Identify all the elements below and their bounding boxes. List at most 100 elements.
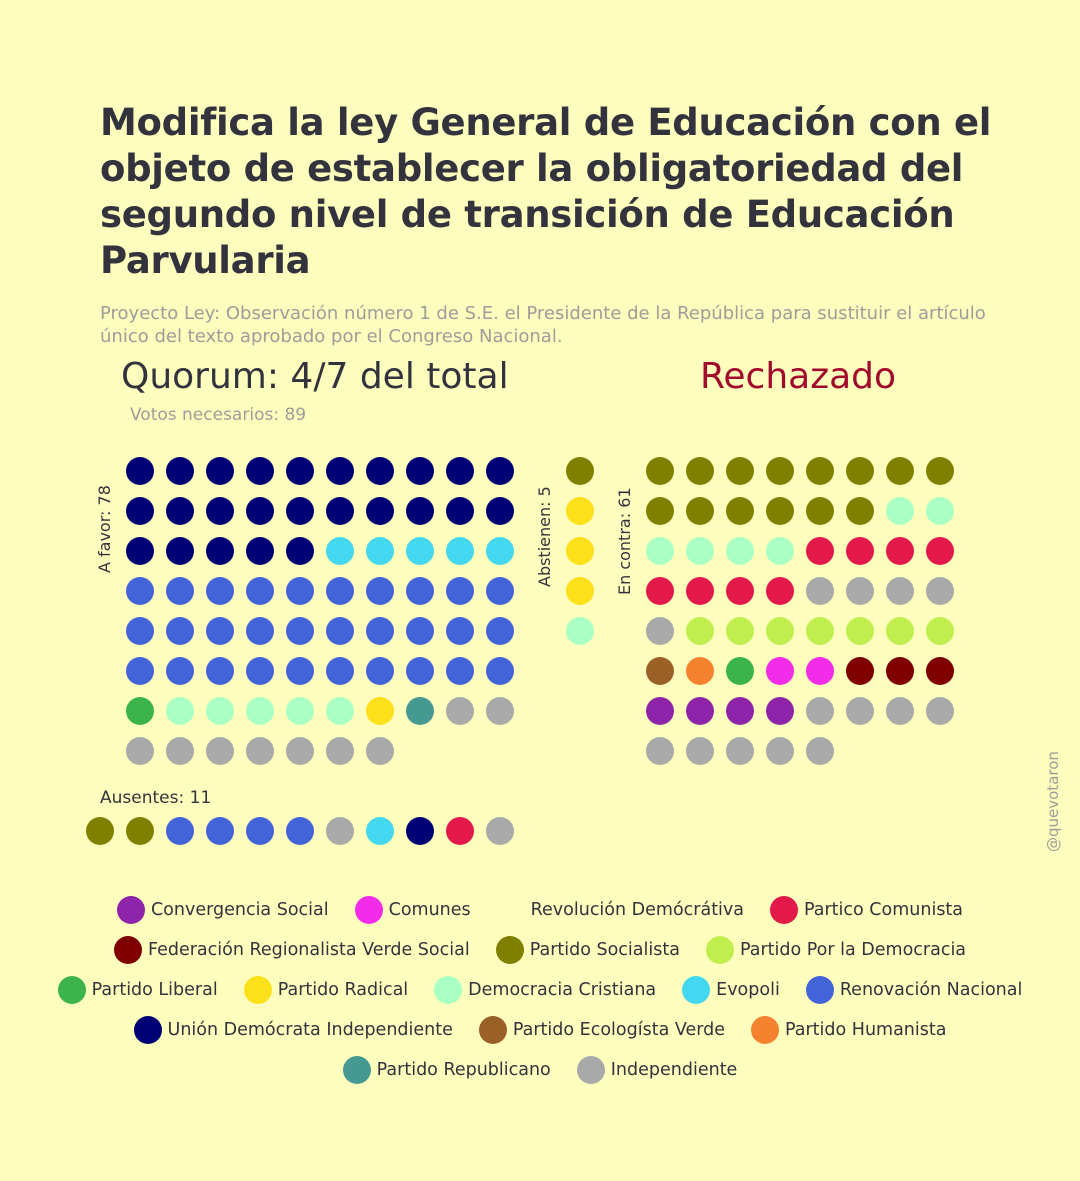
vote-dot-favor: [246, 537, 274, 565]
vote-dot-favor: [246, 497, 274, 525]
legend-label: Partido Por la Democracia: [739, 940, 967, 960]
legend-item: Democracia Cristiana: [434, 976, 656, 1004]
legend-label: Partido Liberal: [91, 980, 218, 1000]
vote-dot-contra: [846, 457, 874, 485]
vote-dot-contra: [646, 457, 674, 485]
vote-dot-favor: [286, 697, 314, 725]
vote-dot-ausentes: [406, 817, 434, 845]
legend-label: Partico Comunista: [804, 900, 964, 920]
vote-dot-contra: [766, 697, 794, 725]
vote-dot-favor: [166, 697, 194, 725]
vote-dot-favor: [206, 697, 234, 725]
legend-swatch: [342, 1056, 371, 1084]
vote-dot-favor: [166, 457, 194, 485]
vote-dot-favor: [366, 737, 394, 765]
vote-dot-favor: [446, 697, 474, 725]
legend-label: Partido Radical: [277, 980, 409, 1000]
legend-swatch: [116, 896, 145, 924]
legend-label: Convergencia Social: [150, 900, 329, 920]
vote-dot-favor: [326, 537, 354, 565]
vote-dot-favor: [326, 657, 354, 685]
favor-group-label: A favor: 78: [95, 485, 114, 573]
vote-dot-contra: [806, 617, 834, 645]
vote-dot-favor: [286, 497, 314, 525]
legend-item: Partido Humanista: [751, 1016, 946, 1044]
vote-dot-abstienen: [566, 577, 594, 605]
vote-dot-favor: [366, 697, 394, 725]
vote-dot-favor: [166, 497, 194, 525]
legend-swatch: [133, 1016, 162, 1044]
vote-dot-contra: [806, 737, 834, 765]
vote-dot-contra: [806, 497, 834, 525]
vote-dot-favor: [286, 537, 314, 565]
vote-dot-contra: [886, 577, 914, 605]
credit-handle: @quevotaron: [1044, 751, 1062, 852]
vote-dot-favor: [246, 457, 274, 485]
vote-dot-favor: [366, 457, 394, 485]
legend-item: Unión Demócrata Independiente: [133, 1016, 453, 1044]
votes-needed-label: Votos necesarios: 89: [130, 405, 307, 425]
vote-dot-favor: [246, 577, 274, 605]
vote-dot-contra: [646, 737, 674, 765]
vote-dot-favor: [206, 737, 234, 765]
vote-dot-favor: [126, 537, 154, 565]
vote-dot-ausentes: [246, 817, 274, 845]
legend-item: Convergencia Social: [116, 896, 329, 924]
vote-dot-favor: [206, 657, 234, 685]
vote-dot-contra: [926, 657, 954, 685]
legend-label: Independiente: [610, 1060, 738, 1080]
vote-dot-favor: [406, 577, 434, 605]
vote-dot-favor: [126, 577, 154, 605]
vote-dot-favor: [446, 577, 474, 605]
vote-dot-favor: [406, 657, 434, 685]
vote-dot-contra: [646, 657, 674, 685]
vote-dot-contra: [846, 617, 874, 645]
vote-dot-contra: [686, 497, 714, 525]
legend-item: Partido Radical: [243, 976, 409, 1004]
vote-dot-favor: [166, 537, 194, 565]
legend-swatch: [705, 936, 734, 964]
vote-dot-contra: [766, 577, 794, 605]
vote-dot-favor: [166, 577, 194, 605]
vote-dot-contra: [686, 657, 714, 685]
vote-dot-favor: [326, 617, 354, 645]
vote-dot-abstienen: [566, 537, 594, 565]
legend-item: Renovación Nacional: [805, 976, 1022, 1004]
vote-dot-contra: [846, 697, 874, 725]
legend-label: Partido Republicano: [376, 1060, 551, 1080]
vote-dot-favor: [446, 617, 474, 645]
legend-swatch: [113, 936, 142, 964]
vote-dot-contra: [806, 577, 834, 605]
legend-swatch: [497, 896, 525, 924]
vote-dot-favor: [366, 577, 394, 605]
legend-swatch: [434, 976, 463, 1004]
vote-dot-contra: [726, 697, 754, 725]
vote-dot-contra: [846, 657, 874, 685]
vote-dot-favor: [446, 537, 474, 565]
vote-dot-favor: [126, 657, 154, 685]
vote-dot-ausentes: [366, 817, 394, 845]
vote-dot-favor: [406, 457, 434, 485]
vote-dot-ausentes: [166, 817, 194, 845]
vote-dot-contra: [886, 617, 914, 645]
vote-dot-favor: [446, 497, 474, 525]
vote-dot-favor: [486, 577, 514, 605]
vote-dot-favor: [326, 697, 354, 725]
legend-label: Comunes: [388, 900, 471, 920]
vote-dot-contra: [926, 577, 954, 605]
vote-dot-contra: [926, 457, 954, 485]
legend-item: Revolución Demócrátiva: [497, 896, 744, 924]
vote-dot-favor: [206, 617, 234, 645]
vote-dot-favor: [286, 617, 314, 645]
vote-dot-favor: [166, 657, 194, 685]
vote-dot-contra: [806, 537, 834, 565]
vote-dot-favor: [366, 537, 394, 565]
vote-dot-ausentes: [446, 817, 474, 845]
vote-dot-favor: [326, 577, 354, 605]
vote-dot-favor: [366, 657, 394, 685]
vote-dot-favor: [286, 457, 314, 485]
legend-item: Partido Liberal: [57, 976, 218, 1004]
vote-dot-contra: [686, 457, 714, 485]
vote-dot-abstienen: [566, 457, 594, 485]
legend-swatch: [354, 896, 383, 924]
